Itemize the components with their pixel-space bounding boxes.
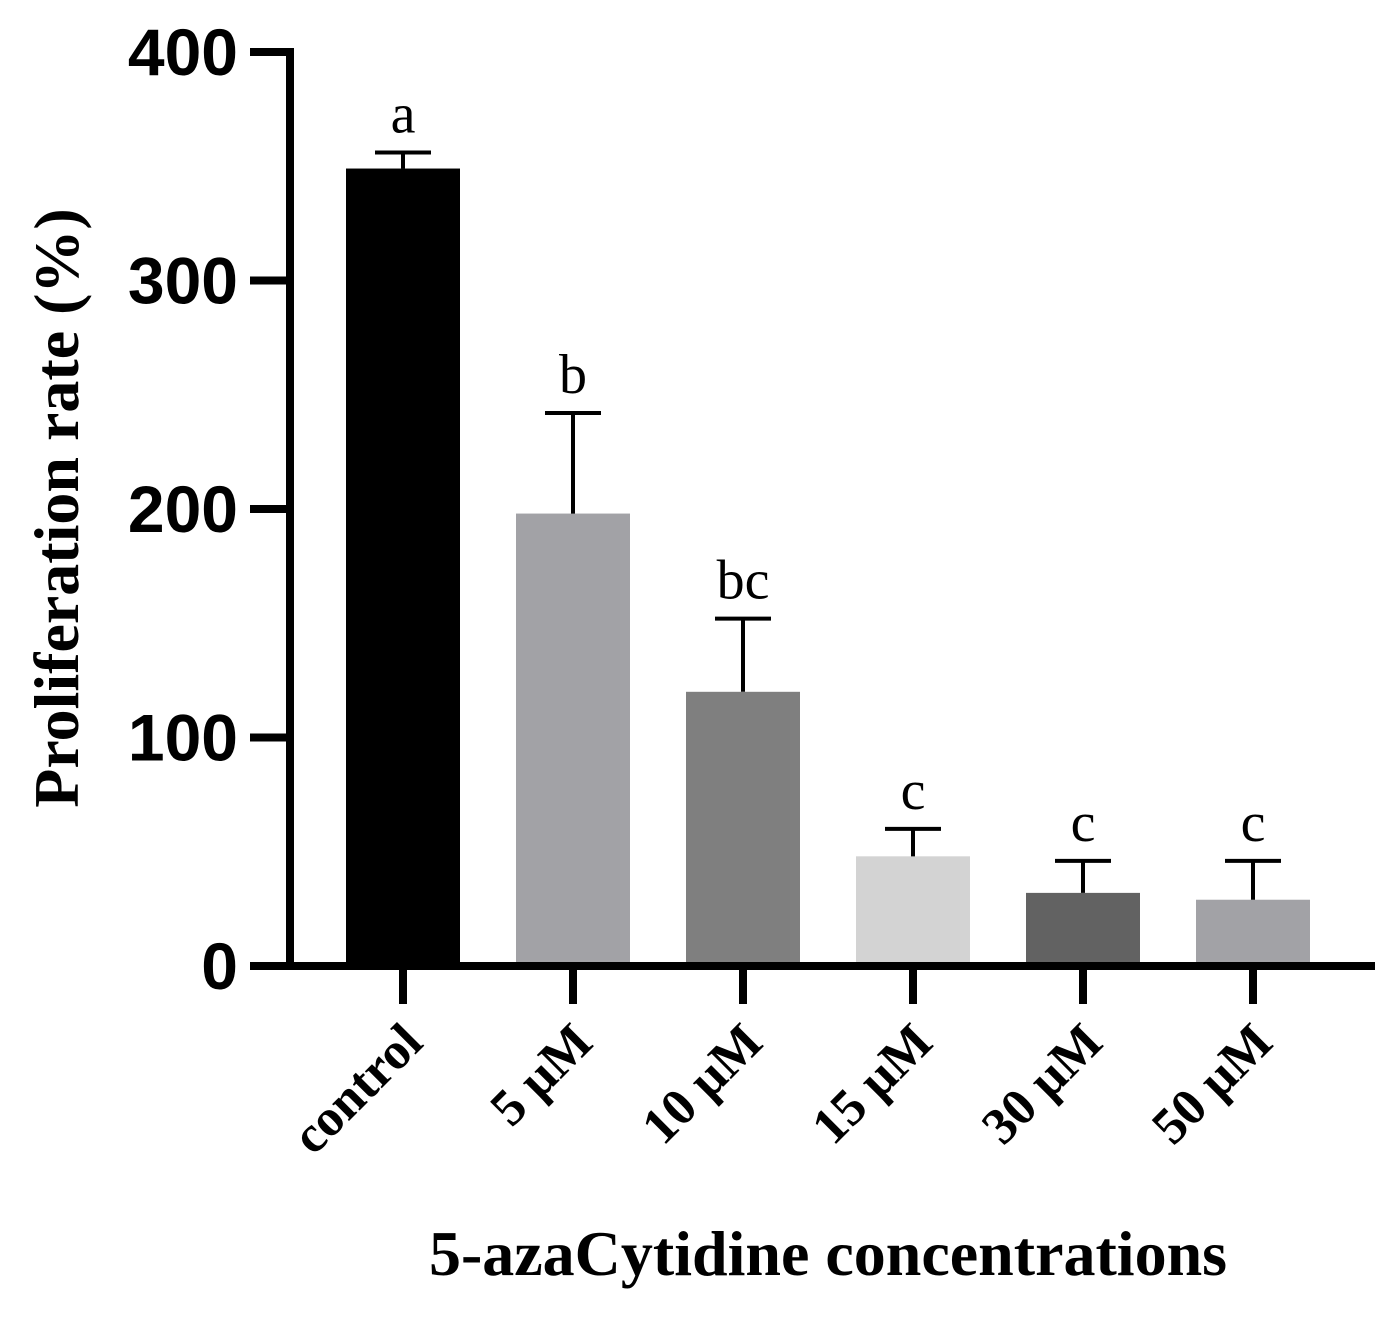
error-bar-0 [375, 150, 431, 169]
x-axis-title: 5-azaCytidine concentrations [429, 1218, 1227, 1289]
x-tick-label-1: 5 µM [480, 1013, 604, 1137]
y-axis-title: Proliferation rate (%) [21, 208, 92, 807]
error-bar-2 [715, 616, 771, 692]
bar-2 [686, 691, 800, 966]
error-bars-layer [375, 150, 1281, 900]
x-tick-label-2: 10 µM [631, 1013, 773, 1155]
bar-4 [1026, 892, 1140, 966]
error-bar-3 [885, 826, 941, 857]
x-tick-label-0: control [282, 1013, 434, 1165]
significance-label-4: c [1071, 792, 1096, 854]
error-bar-4 [1055, 858, 1111, 893]
x-tick-label-3: 15 µM [801, 1013, 943, 1155]
x-ticks: control 5 µM 10 µM 15 µM 30 µM 50 µM [282, 966, 1283, 1165]
y-tick-label: 100 [128, 701, 238, 775]
significance-label-0: a [391, 84, 416, 146]
bars-layer [346, 168, 1310, 966]
significance-label-2: bc [717, 550, 770, 612]
y-tick-label: 200 [128, 472, 238, 546]
significance-label-1: b [559, 344, 587, 406]
significance-label-3: c [901, 760, 926, 822]
significance-labels: a b bc c c c [391, 84, 1266, 854]
significance-label-5: c [1241, 792, 1266, 854]
y-tick-label: 0 [201, 929, 238, 1003]
y-tick-label: 400 [128, 15, 238, 89]
bar-0 [346, 168, 460, 966]
y-tick-label: 300 [128, 244, 238, 318]
y-ticks: 0 100 200 300 400 [128, 15, 290, 1003]
x-tick-label-5: 50 µM [1141, 1013, 1283, 1155]
x-tick-label-4: 30 µM [971, 1013, 1113, 1155]
error-bar-1 [545, 411, 601, 514]
bar-1 [516, 513, 630, 966]
bar-3 [856, 856, 970, 966]
error-bar-5 [1225, 858, 1281, 900]
bar-5 [1196, 899, 1310, 966]
